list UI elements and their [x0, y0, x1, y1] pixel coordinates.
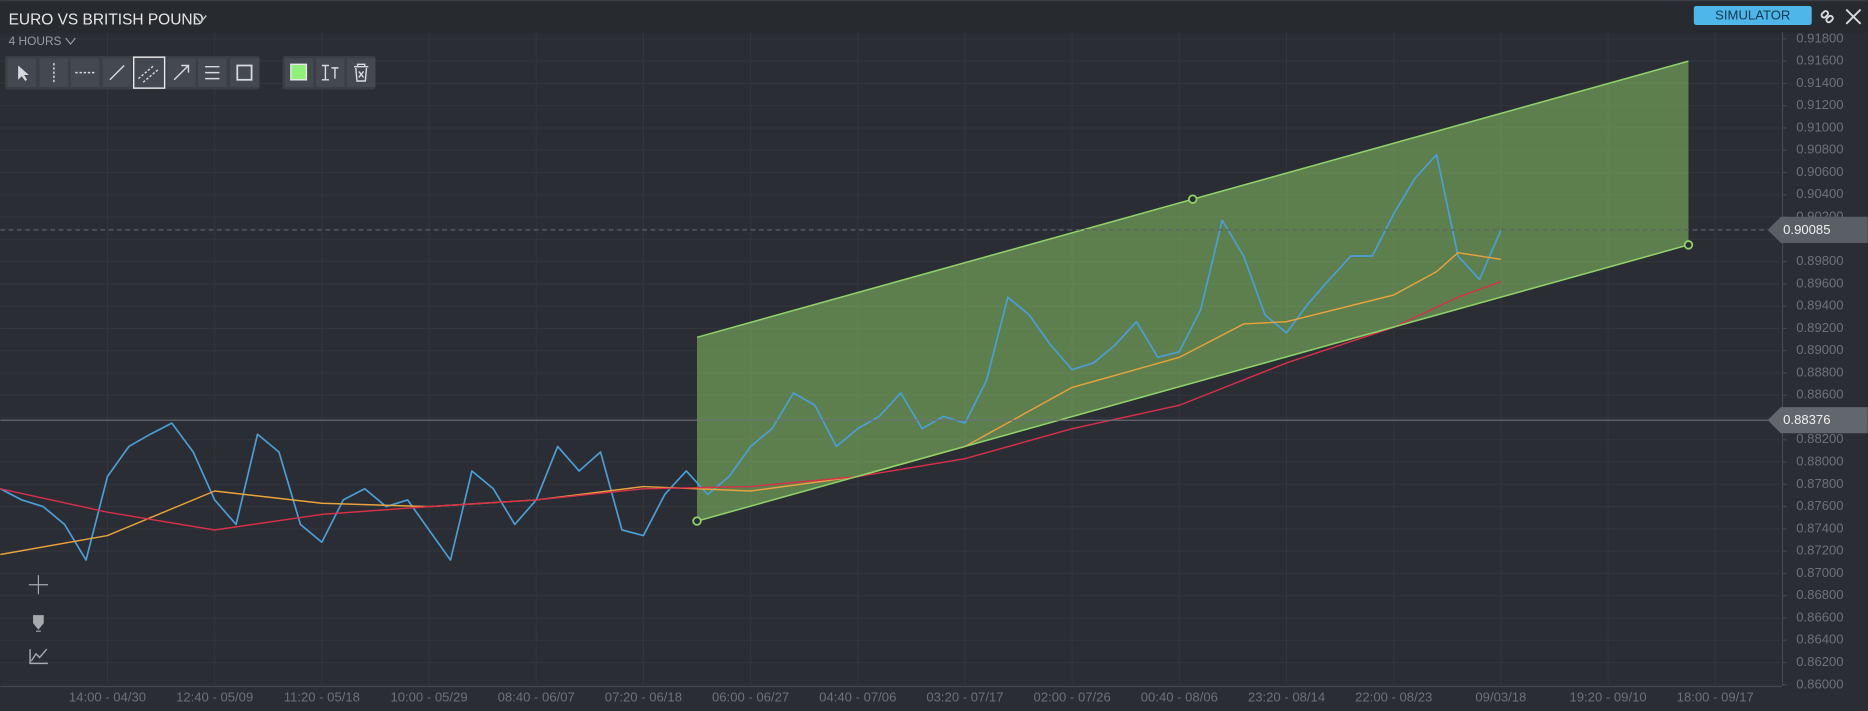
rectangle-icon: [236, 64, 253, 81]
x-tick-label: 23:20 - 08/14: [1248, 689, 1325, 704]
series-line: [0, 153, 1502, 561]
indicator-icon[interactable]: [29, 648, 48, 665]
series-line: [0, 280, 1502, 531]
y-tick-label: 0.86000: [1796, 676, 1843, 691]
trend-line-icon: [109, 64, 125, 81]
tool-rectangle[interactable]: [230, 58, 259, 87]
y-tick-label: 0.86400: [1796, 632, 1843, 647]
link-part: [1825, 14, 1834, 24]
y-tick-label: 0.87400: [1796, 520, 1843, 535]
y-tick-label: 0.89600: [1796, 275, 1843, 290]
simulator-button[interactable]: [1693, 5, 1812, 26]
price-badge-label: 0.90085: [1783, 222, 1830, 237]
text-button[interactable]: [315, 58, 345, 87]
channel-handle: [1683, 240, 1694, 250]
x-tick-label: 19:20 - 09/10: [1569, 689, 1646, 704]
x-tick-label: 02:00 - 07/26: [1034, 689, 1111, 704]
x-tick-label: 09/03/18: [1475, 689, 1526, 704]
channel-icon: [137, 64, 160, 83]
y-tick-label: 0.89800: [1796, 253, 1843, 268]
y-tick-label: 0.90600: [1796, 164, 1843, 179]
x-tick-label: 08:40 - 06/07: [498, 689, 575, 704]
y-tick-label: 0.86200: [1796, 654, 1843, 669]
x-tick-label: 03:20 - 07/17: [926, 689, 1003, 704]
instrument-title[interactable]: EURO VS BRITISH POUND: [9, 11, 204, 28]
pointer-icon: [18, 65, 29, 81]
x-tick-label: 07:20 - 06/18: [605, 689, 682, 704]
link-icon[interactable]: [1820, 10, 1834, 24]
y-tick-label: 0.90400: [1796, 186, 1843, 201]
y-tick-label: 0.91600: [1796, 53, 1843, 68]
crosshair-icon[interactable]: [28, 575, 48, 595]
arrow-icon: [173, 64, 190, 81]
y-tick-label: 0.87800: [1796, 476, 1843, 491]
y-tick-label: 0.87600: [1796, 498, 1843, 513]
color-swatch: [290, 63, 308, 81]
x-tick-label: 04:40 - 07/06: [819, 689, 896, 704]
y-tick-label: 0.87200: [1796, 543, 1843, 558]
y-tick-label: 0.88800: [1796, 364, 1843, 379]
channel-lower: [696, 244, 1689, 522]
toolbar: [5, 55, 260, 90]
x-tick-label: 00:40 - 08/06: [1141, 689, 1218, 704]
timeframe[interactable]: 4 HOURS: [9, 34, 62, 48]
plot: [0, 60, 1782, 561]
text-icon: [321, 64, 339, 81]
x-tick-label: 12:40 - 05/09: [176, 689, 253, 704]
price-badge: [1767, 216, 1868, 243]
y-tick-label: 0.88600: [1796, 387, 1843, 402]
y-tick-label: 0.91400: [1796, 75, 1843, 90]
x-tick-label: 06:00 - 06/27: [712, 689, 789, 704]
y-tick-label: 0.87000: [1796, 565, 1843, 580]
x-tick-label: 22:00 - 08/23: [1355, 689, 1432, 704]
y-tick-label: 0.90800: [1796, 142, 1843, 157]
x-tick-label: 11:20 - 05/18: [284, 689, 360, 704]
title-bar: [0, 0, 1868, 34]
tool-channel[interactable]: [132, 56, 166, 89]
close-icon[interactable]: [1845, 8, 1862, 25]
timeframe-chevron[interactable]: [65, 37, 76, 46]
y-tick-label: 0.91200: [1796, 97, 1843, 112]
price-badge: [1767, 407, 1868, 434]
title-chevron[interactable]: [193, 15, 207, 24]
delete-icon: [354, 63, 369, 82]
x-tick-label: 14:00 - 04/30: [69, 689, 146, 704]
channel-handle: [692, 516, 702, 526]
y-tick-label: 0.91800: [1796, 30, 1843, 45]
fibonacci-icon: [205, 65, 220, 80]
y-tick-label: 0.88000: [1796, 454, 1843, 469]
y-tick-label: 0.91000: [1796, 119, 1843, 134]
y-tick-label: 0.89000: [1796, 342, 1843, 357]
y-tick-label: 0.89200: [1796, 320, 1843, 335]
y-tick-label: 0.89400: [1796, 298, 1843, 313]
x-tick-label: 18:00 - 09/17: [1677, 689, 1754, 704]
price-badge-label: 0.88376: [1783, 412, 1830, 427]
x-tick-label: 10:00 - 05/29: [390, 689, 467, 704]
delete-button[interactable]: [346, 58, 376, 87]
y-tick-label: 0.86800: [1796, 587, 1843, 602]
price-badges: 0.88376 0.90085: [1767, 216, 1868, 434]
simulator-label[interactable]: SIMULATOR: [1715, 8, 1790, 23]
y-tick-label: 0.88200: [1796, 431, 1843, 446]
y-tick-label: 0.86600: [1796, 609, 1843, 624]
pen-icon[interactable]: [33, 615, 44, 632]
link-part: [1820, 10, 1830, 19]
channel-handle-mid: [1188, 194, 1198, 204]
